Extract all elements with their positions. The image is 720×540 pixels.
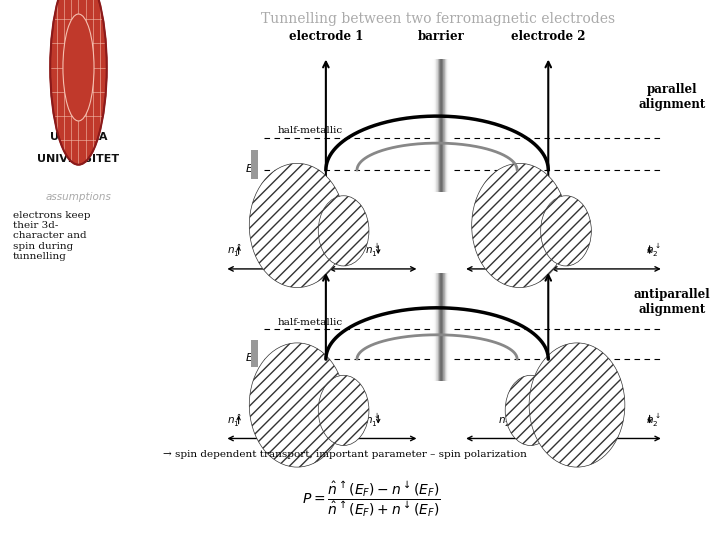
Text: UNIVERSITET: UNIVERSITET	[37, 154, 120, 164]
Text: $n_1^{\uparrow}$: $n_1^{\uparrow}$	[228, 412, 243, 429]
Text: $n_2^{\uparrow}$: $n_2^{\uparrow}$	[498, 412, 513, 429]
Bar	[251, 150, 258, 179]
Ellipse shape	[249, 163, 345, 287]
Text: half-metallic: half-metallic	[278, 318, 343, 327]
Circle shape	[63, 14, 94, 121]
Text: electrode 2: electrode 2	[511, 30, 585, 43]
Text: half-metallic: half-metallic	[278, 126, 343, 135]
Text: barrier: barrier	[418, 30, 464, 43]
Text: $P = \dfrac{\hat{n}^{\uparrow}(E_F) - n^{\downarrow}(E_F)}{\hat{n}^{\uparrow}(E_: $P = \dfrac{\hat{n}^{\uparrow}(E_F) - n^…	[302, 480, 440, 519]
Text: $n_1^{\downarrow}$: $n_1^{\downarrow}$	[365, 242, 380, 259]
Text: $n_2^{\downarrow}$: $n_2^{\downarrow}$	[646, 411, 661, 429]
Text: $E_F$: $E_F$	[245, 351, 258, 365]
Circle shape	[50, 0, 107, 165]
Ellipse shape	[541, 195, 591, 266]
Ellipse shape	[472, 163, 567, 287]
Text: parallel
alignment: parallel alignment	[639, 83, 706, 111]
Text: $E_F$: $E_F$	[245, 162, 258, 176]
Text: antiparallel
alignment: antiparallel alignment	[634, 288, 711, 316]
Text: Tunnelling between two ferromagnetic electrodes: Tunnelling between two ferromagnetic ele…	[261, 12, 616, 26]
Ellipse shape	[529, 343, 625, 467]
Text: electrons keep
their 3d-
character and
spin during
tunnelling: electrons keep their 3d- character and s…	[12, 211, 90, 261]
Ellipse shape	[318, 375, 369, 445]
Bar	[251, 340, 258, 367]
Ellipse shape	[249, 343, 345, 467]
Ellipse shape	[318, 195, 369, 266]
Ellipse shape	[505, 375, 556, 445]
Text: $n_2^{\uparrow}$: $n_2^{\uparrow}$	[498, 242, 513, 259]
Text: → spin dependent transport, important parameter – spin polarization: → spin dependent transport, important pa…	[163, 450, 526, 459]
Text: $n_1^{\uparrow}$: $n_1^{\uparrow}$	[228, 242, 243, 259]
Text: electrode 1: electrode 1	[289, 30, 363, 43]
Text: UPPSALA: UPPSALA	[50, 132, 107, 143]
Text: $n_1^{\downarrow}$: $n_1^{\downarrow}$	[365, 411, 380, 429]
Text: assumptions: assumptions	[45, 192, 112, 202]
Text: $n_2^{\downarrow}$: $n_2^{\downarrow}$	[646, 242, 661, 259]
